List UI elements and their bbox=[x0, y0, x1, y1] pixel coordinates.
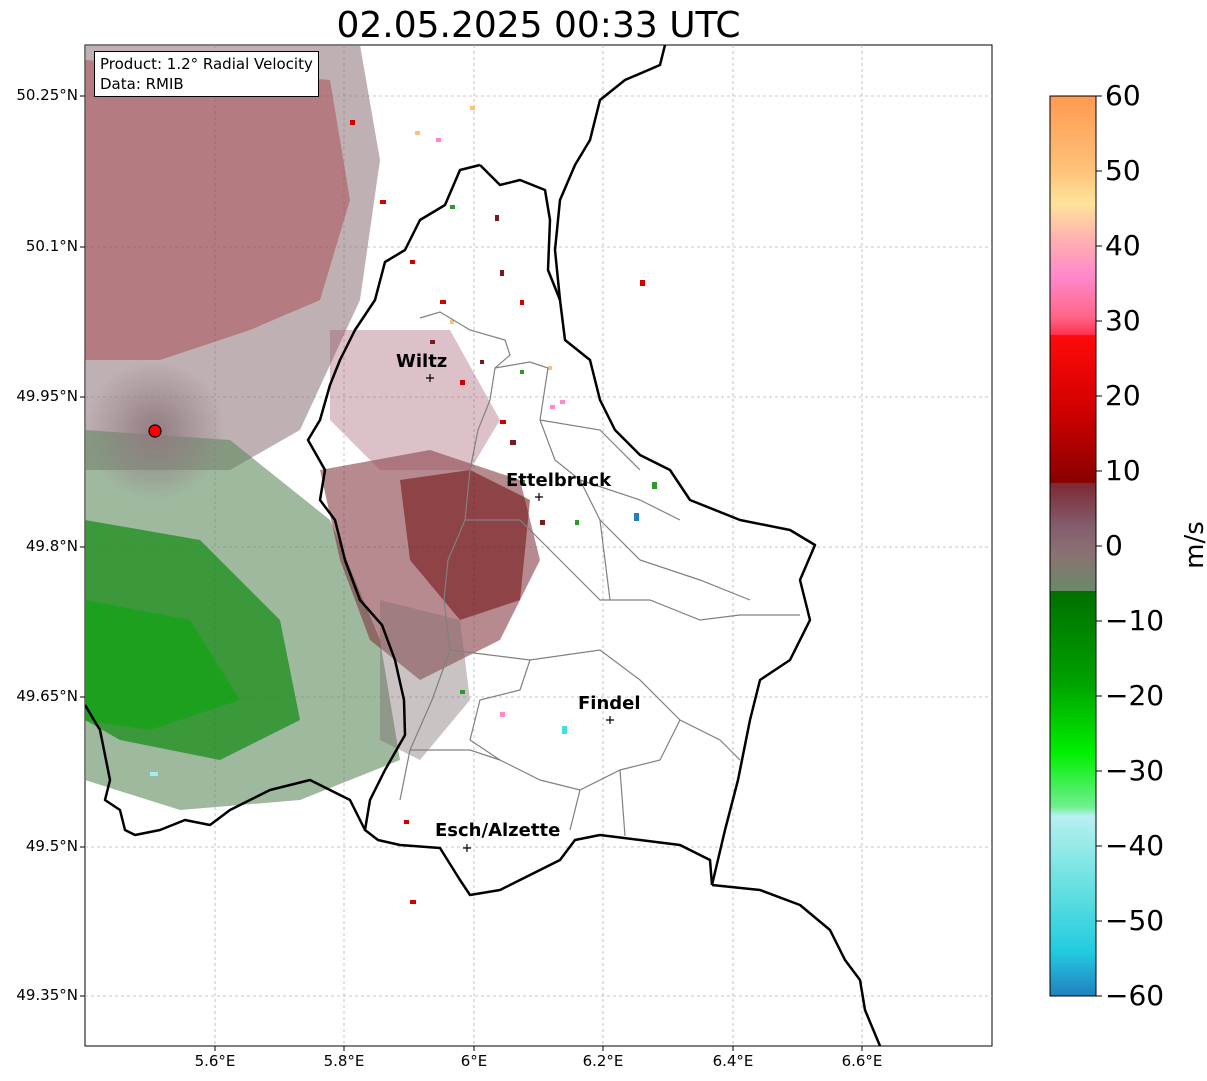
colorbar-tick-label: 10 bbox=[1105, 454, 1141, 487]
city-label-wiltz: Wiltz bbox=[396, 351, 448, 372]
colorbar-tick-label: −60 bbox=[1105, 979, 1165, 1012]
lat-tick-label: 50.1°N bbox=[25, 237, 78, 255]
lon-tick-label: 6°E bbox=[460, 1052, 488, 1070]
lat-tick-label: 49.35°N bbox=[16, 986, 78, 1004]
colorbar-tick-label: −30 bbox=[1105, 754, 1165, 787]
city-markers bbox=[426, 374, 614, 852]
lat-tick-label: 50.25°N bbox=[16, 86, 78, 104]
lat-tick-label: 49.95°N bbox=[16, 387, 78, 405]
colorbar-tick-label: −20 bbox=[1105, 679, 1165, 712]
city-label-ettelbruck: Ettelbruck bbox=[506, 470, 612, 491]
city-marker-ettelbruck bbox=[535, 493, 543, 501]
radar-site-marker bbox=[148, 424, 162, 438]
colorbar-tick-label: 60 bbox=[1105, 79, 1141, 112]
colorbar-ticks bbox=[1096, 95, 1102, 997]
country-borders bbox=[85, 45, 882, 1046]
lat-tick-label: 49.8°N bbox=[25, 537, 78, 555]
map-title: 02.05.2025 00:33 UTC bbox=[336, 5, 741, 46]
colorbar-tick-label: −40 bbox=[1105, 829, 1165, 862]
city-label-findel: Findel bbox=[578, 693, 641, 714]
lat-tick-label: 49.5°N bbox=[25, 837, 78, 855]
product-line: Product: 1.2° Radial Velocity bbox=[100, 55, 313, 73]
colorbar bbox=[1049, 95, 1097, 997]
lat-tick-label: 49.65°N bbox=[16, 687, 78, 705]
colorbar-tick-label: 50 bbox=[1105, 154, 1141, 187]
colorbar-tick-label: 20 bbox=[1105, 379, 1141, 412]
city-label-esch: Esch/Alzette bbox=[435, 820, 561, 841]
radar-echoes bbox=[85, 45, 657, 904]
colorbar-tick-label: 0 bbox=[1105, 529, 1123, 562]
lon-tick-label: 6.6°E bbox=[841, 1052, 883, 1070]
colorbar-unit-label: m/s bbox=[1180, 521, 1207, 569]
canton-boundaries bbox=[399, 311, 800, 837]
lon-tick-label: 5.8°E bbox=[323, 1052, 365, 1070]
city-marker-esch bbox=[463, 844, 471, 852]
product-info-box: Product: 1.2° Radial Velocity Data: RMIB bbox=[94, 51, 319, 97]
axis-ticks bbox=[80, 95, 863, 1051]
colorbar-tick-label: 40 bbox=[1105, 229, 1141, 262]
colorbar-tick-label: −50 bbox=[1105, 904, 1165, 937]
lon-tick-label: 5.6°E bbox=[194, 1052, 236, 1070]
city-marker-findel bbox=[606, 716, 614, 724]
data-source-line: Data: RMIB bbox=[100, 75, 184, 93]
colorbar-tick-label: 30 bbox=[1105, 304, 1141, 337]
lon-tick-label: 6.4°E bbox=[712, 1052, 754, 1070]
lon-tick-label: 6.2°E bbox=[582, 1052, 624, 1070]
colorbar-tick-label: −10 bbox=[1105, 604, 1165, 637]
city-marker-wiltz bbox=[426, 374, 434, 382]
